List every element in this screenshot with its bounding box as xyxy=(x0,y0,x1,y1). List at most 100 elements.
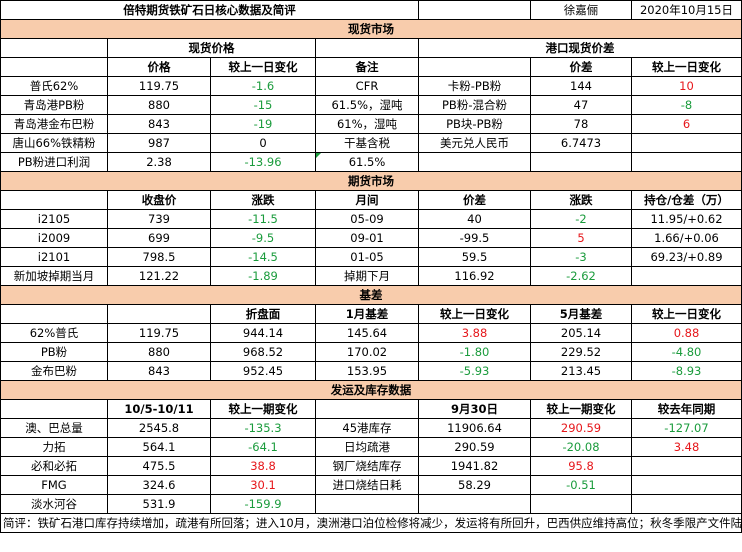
shipper-name: 澳、巴总量 xyxy=(0,418,108,438)
inventory-yoy xyxy=(631,494,742,514)
futures-row: i2101 798.5 -14.5 01-05 59.5 -3 69.23/+0… xyxy=(0,247,742,267)
basis-price: 119.75 xyxy=(107,323,211,343)
col-header-change: 较上一日变化 xyxy=(210,57,316,77)
month-spread-label: 01-05 xyxy=(315,247,419,267)
spread-value: 78 xyxy=(530,114,632,134)
inventory-name xyxy=(315,494,419,514)
month-spread-label: 05-09 xyxy=(315,209,419,229)
iron-ore-data-table: 倍特期货铁矿石日核心数据及简评 徐嘉俪 2020年10月15日 现货市场 现货价… xyxy=(0,0,742,533)
spot-column-header-row: 价格 较上一日变化 备注 价差 较上一日变化 xyxy=(0,57,742,77)
month-spread: 40 xyxy=(418,209,531,229)
spot-subheader-row: 现货价格 港口现货价差 xyxy=(0,38,742,58)
col-header-note: 备注 xyxy=(315,57,419,77)
basis-disk: 968.52 xyxy=(210,342,316,362)
shipment-value: 531.9 xyxy=(107,494,211,514)
close-price: 739 xyxy=(107,209,211,229)
next-swap-label: 掉期下月 xyxy=(315,266,419,286)
spot-note: 干基含税 xyxy=(315,133,419,153)
spot-name: 普氏62% xyxy=(0,76,108,96)
spot-price: 880 xyxy=(107,95,211,115)
shipment-value: 2545.8 xyxy=(107,418,211,438)
shipping-row: FMG 324.6 30.1 进口烧结日耗 58.29 -0.51 xyxy=(0,475,742,495)
spread-change xyxy=(631,152,742,172)
shipper-name: 必和必拓 xyxy=(0,456,108,476)
spot-name: PB粉进口利润 xyxy=(0,152,108,172)
sgx-swap-change: -1.89 xyxy=(210,266,316,286)
col-header-disk: 折盘面 xyxy=(210,304,316,324)
spot-row: 青岛港金布巴粉 843 -19 61%，湿吨 PB块-PB粉 78 6 xyxy=(0,114,742,134)
col-header-spread: 价差 xyxy=(418,190,531,210)
spot-price: 2.38 xyxy=(107,152,211,172)
basis-jan: 153.95 xyxy=(315,361,419,381)
col-header-change2: 较上一期变化 xyxy=(530,399,632,419)
futures-column-header-row: 收盘价 涨跌 月间 价差 涨跌 持仓/仓差（万） xyxy=(0,190,742,210)
basis-row: 62%普氏 119.75 944.14 145.64 3.88 205.14 0… xyxy=(0,323,742,343)
col-header-date: 9月30日 xyxy=(418,399,531,419)
shipping-row: 澳、巴总量 2545.8 -135.3 45港库存 11906.64 290.5… xyxy=(0,418,742,438)
col-header-close: 收盘价 xyxy=(107,190,211,210)
section-spot-market: 现货市场 xyxy=(0,19,742,39)
month-spread-change: 5 xyxy=(530,228,632,248)
spot-change: 0 xyxy=(210,133,316,153)
spread-value: 47 xyxy=(530,95,632,115)
basis-may-change: -4.80 xyxy=(631,342,742,362)
shipment-value: 564.1 xyxy=(107,437,211,457)
shipping-row: 必和必拓 475.5 38.8 钢厂烧结库存 1941.82 95.8 xyxy=(0,456,742,476)
spread-value: 144 xyxy=(530,76,632,96)
col-header-may-basis: 5月基差 xyxy=(530,304,632,324)
open-interest: 11.95/+0.62 xyxy=(631,209,742,229)
futures-row: i2009 699 -9.5 09-01 -99.5 5 1.66/+0.06 xyxy=(0,228,742,248)
month-spread-label: 09-01 xyxy=(315,228,419,248)
shipping-column-header-row: 10/5-10/11 较上一期变化 9月30日 较上一期变化 较去年同期 xyxy=(0,399,742,419)
basis-column-header-row: 折盘面 1月基差 较上一日变化 5月基差 较上一日变化 xyxy=(0,304,742,324)
close-change: -14.5 xyxy=(210,247,316,267)
inventory-value: 58.29 xyxy=(418,475,531,495)
inventory-yoy xyxy=(631,456,742,476)
shipment-change: 38.8 xyxy=(210,456,316,476)
col-header-change: 涨跌 xyxy=(210,190,316,210)
market-comment: 简评：铁矿石港口库存持续增加，疏港有所回落；进入10月，澳洲港口泊位检修将减少，… xyxy=(0,513,742,533)
spread-change: 10 xyxy=(631,76,742,96)
basis-name: 金布巴粉 xyxy=(0,361,108,381)
spot-change: -15 xyxy=(210,95,316,115)
spread-pair: 卡粉-PB粉 xyxy=(418,76,531,96)
open-interest: 69.23/+0.89 xyxy=(631,247,742,267)
basis-may: 213.45 xyxy=(530,361,632,381)
inventory-yoy: -127.07 xyxy=(631,418,742,438)
author-name: 徐嘉俪 xyxy=(530,0,632,20)
shipper-name: 力拓 xyxy=(0,437,108,457)
comment-row: 简评：铁矿石港口库存持续增加，疏港有所回落；进入10月，澳洲港口泊位检修将减少，… xyxy=(0,513,742,533)
basis-jan-change: 3.88 xyxy=(418,323,531,343)
spot-change: -1.6 xyxy=(210,76,316,96)
basis-disk: 944.14 xyxy=(210,323,316,343)
col-header-change: 较上一期变化 xyxy=(210,399,316,419)
spot-price: 987 xyxy=(107,133,211,153)
inventory-name: 钢厂烧结库存 xyxy=(315,456,419,476)
basis-name: PB粉 xyxy=(0,342,108,362)
shipment-change: -135.3 xyxy=(210,418,316,438)
month-spread: -99.5 xyxy=(418,228,531,248)
basis-jan-change: -1.80 xyxy=(418,342,531,362)
inventory-value: 290.59 xyxy=(418,437,531,457)
spot-row: 普氏62% 119.75 -1.6 CFR 卡粉-PB粉 144 10 xyxy=(0,76,742,96)
basis-price: 880 xyxy=(107,342,211,362)
col-header-period: 10/5-10/11 xyxy=(107,399,211,419)
header-row: 倍特期货铁矿石日核心数据及简评 徐嘉俪 2020年10月15日 xyxy=(0,0,742,20)
spot-note: 61%，湿吨 xyxy=(315,114,419,134)
inventory-name: 进口烧结日耗 xyxy=(315,475,419,495)
inventory-name: 45港库存 xyxy=(315,418,419,438)
month-spread-change: -2 xyxy=(530,209,632,229)
basis-may-change: 0.88 xyxy=(631,323,742,343)
spot-price: 119.75 xyxy=(107,76,211,96)
spread-pair: 美元兑人民币 xyxy=(418,133,531,153)
spot-name: 青岛港PB粉 xyxy=(0,95,108,115)
basis-may: 229.52 xyxy=(530,342,632,362)
month-spread: 59.5 xyxy=(418,247,531,267)
spread-value xyxy=(530,152,632,172)
section-shipping-inventory: 发运及库存数据 xyxy=(0,380,742,400)
inventory-value: 1941.82 xyxy=(418,456,531,476)
col-header-price: 价格 xyxy=(107,57,211,77)
col-header-spread-change: 较上一日变化 xyxy=(631,57,742,77)
col-header-yoy: 较去年同期 xyxy=(631,399,742,419)
spread-change xyxy=(631,133,742,153)
